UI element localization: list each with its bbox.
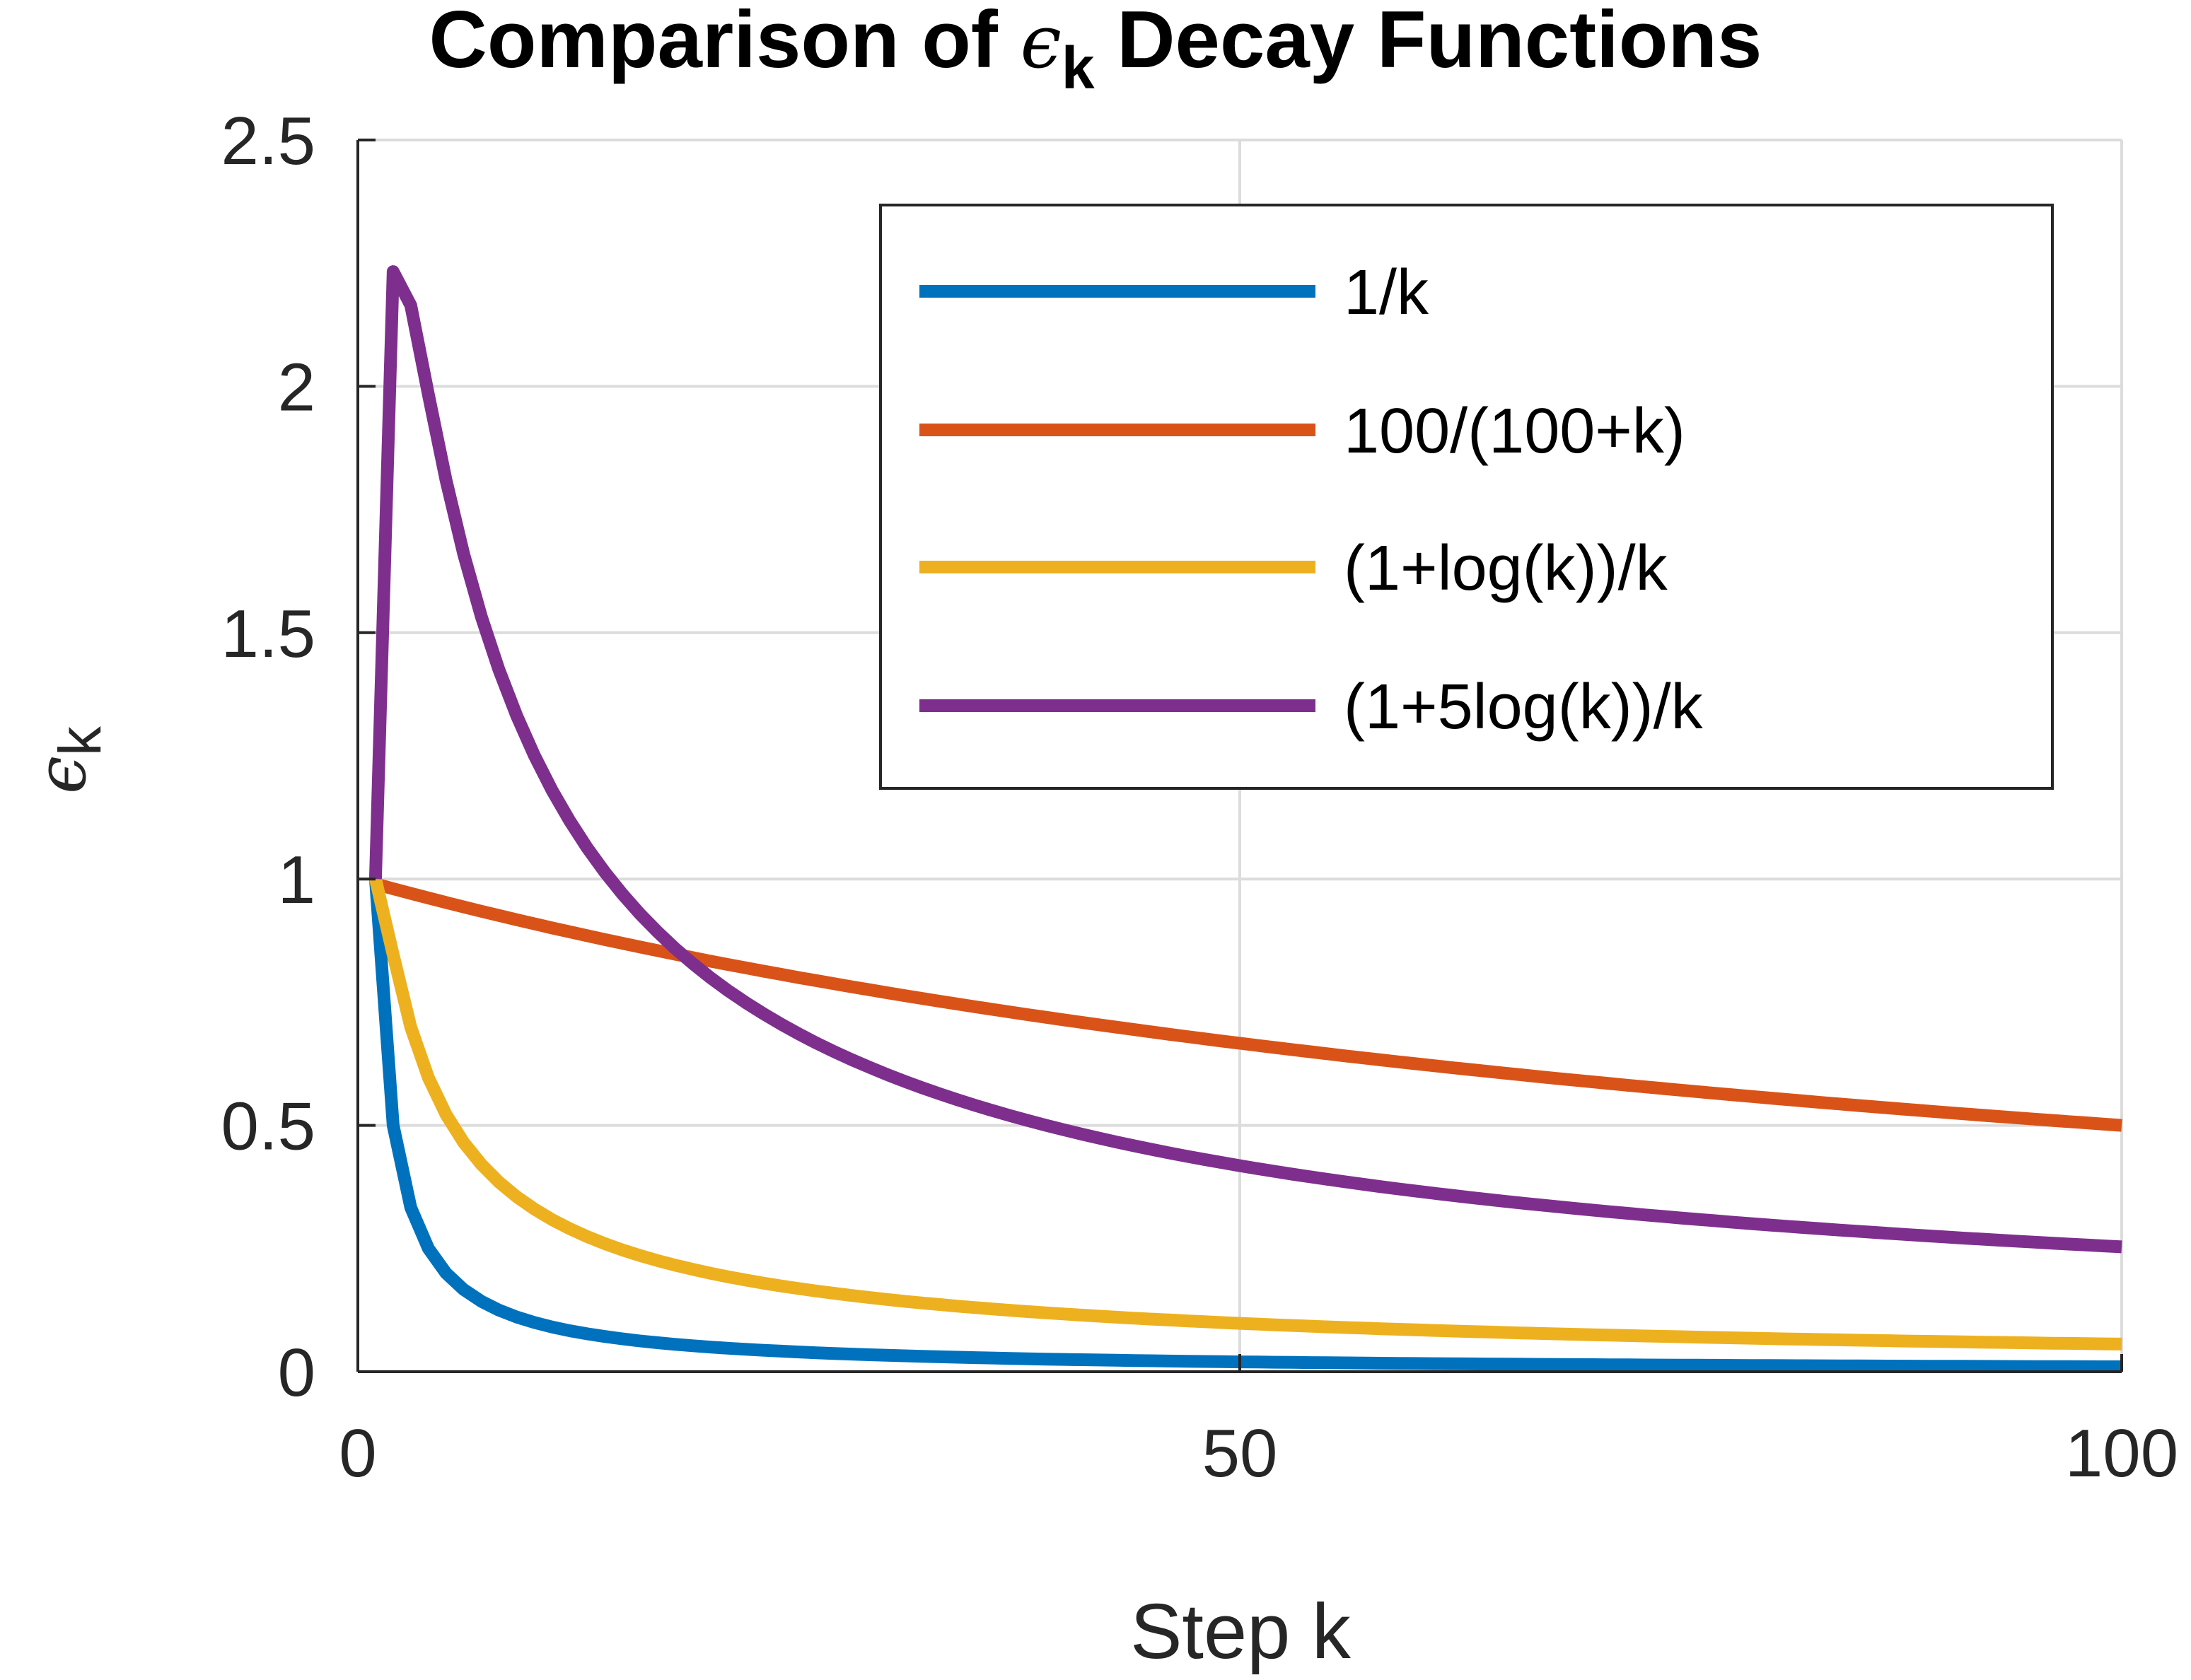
title-subscript: k	[1062, 35, 1095, 101]
x-tick-label: 100	[2065, 1416, 2178, 1491]
y-axis-label: ϵk	[22, 725, 113, 794]
title-suffix: Decay Functions	[1095, 0, 1762, 85]
y-axis-subscript: k	[47, 725, 113, 756]
x-tick-label: 50	[1202, 1416, 1278, 1491]
series-line-1	[368, 878, 2122, 1373]
y-tick-label: 0	[278, 1335, 315, 1411]
y-tick-labels: 0 0.5 1 1.5 2 2.5	[221, 103, 315, 1411]
series-line-2	[373, 877, 2122, 1132]
x-tick-label: 0	[339, 1416, 376, 1491]
y-tick-label: 2.5	[221, 103, 315, 179]
legend-label: 1/k	[1344, 257, 1429, 328]
y-tick-label: 1.5	[221, 596, 315, 672]
series-line-4	[368, 265, 2122, 1254]
x-axis-label: Step k	[1130, 1588, 1352, 1675]
series-line-3	[369, 877, 2122, 1351]
title-epsilon-symbol: ϵ	[1021, 0, 1062, 85]
y-tick-label: 2	[278, 349, 315, 425]
legend: 1/k 100/(100+k) (1+log(k))/k (1+5log(k))/k	[879, 204, 2054, 790]
chart-title: Comparison of ϵk Decay Functions	[429, 0, 1762, 101]
series-lines	[368, 265, 2122, 1373]
y-axis-epsilon-symbol: ϵ	[22, 756, 101, 794]
legend-label: (1+5log(k))/k	[1344, 672, 1704, 742]
legend-box	[879, 204, 2054, 790]
legend-label: (1+log(k))/k	[1344, 533, 1668, 604]
y-tick-label: 0.5	[221, 1089, 315, 1165]
legend-label: 100/(100+k)	[1344, 396, 1685, 467]
y-tick-label: 1	[278, 842, 315, 918]
axes	[356, 139, 2123, 1373]
x-tick-labels: 0 50 100	[339, 1416, 2178, 1491]
title-prefix: Comparison of	[429, 0, 1021, 85]
